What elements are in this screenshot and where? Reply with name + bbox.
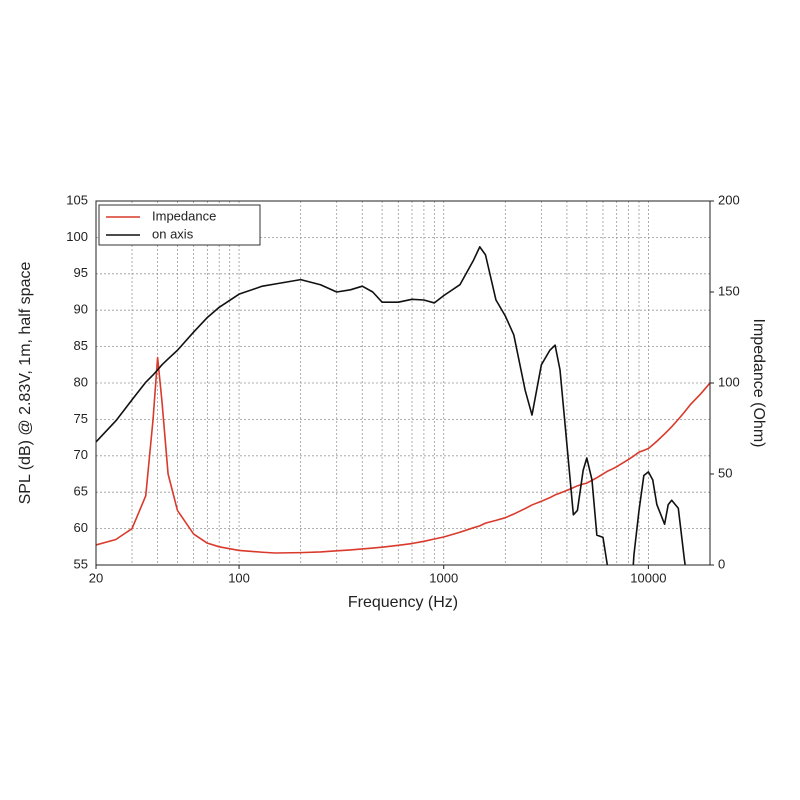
y-tick-label: 55 [74,556,88,571]
y-tick-label: 95 [74,265,88,280]
y2-axis-label: Impedance (Ohm) [750,319,767,448]
y-tick-label: 105 [66,192,88,207]
y-tick-label: 70 [74,447,88,462]
legend: Impedance on axis [98,204,261,246]
x-tick-label: 100 [228,570,250,585]
y2-tick-label: 200 [718,192,740,207]
plot-lines [96,246,710,565]
y-tick-label: 80 [74,374,88,389]
y-axis-label: SPL (dB) @ 2.83V, 1m, half space [17,262,34,505]
x-tick-label: 20 [89,570,103,585]
series-line [96,356,710,554]
x-tick-label: 1000 [429,570,458,585]
series-line [96,246,686,565]
legend-label: on axis [152,226,194,241]
y-tick-label: 65 [74,484,88,499]
x-axis-label: Frequency (Hz) [348,594,458,611]
y-tick-label: 85 [74,338,88,353]
x-tick-label: 10000 [630,570,666,585]
y-tick-label: 90 [74,302,88,317]
y2-tick-label: 150 [718,283,740,298]
legend-label: Impedance [152,208,216,223]
y-tick-label: 60 [74,520,88,535]
y2-tick-label: 0 [718,556,725,571]
y2-tick-label: 50 [718,465,732,480]
y2-tick-label: 100 [718,374,740,389]
grid [96,200,710,566]
y-tick-label: 75 [74,411,88,426]
legend-box [98,204,261,246]
y-tick-label: 100 [66,229,88,244]
